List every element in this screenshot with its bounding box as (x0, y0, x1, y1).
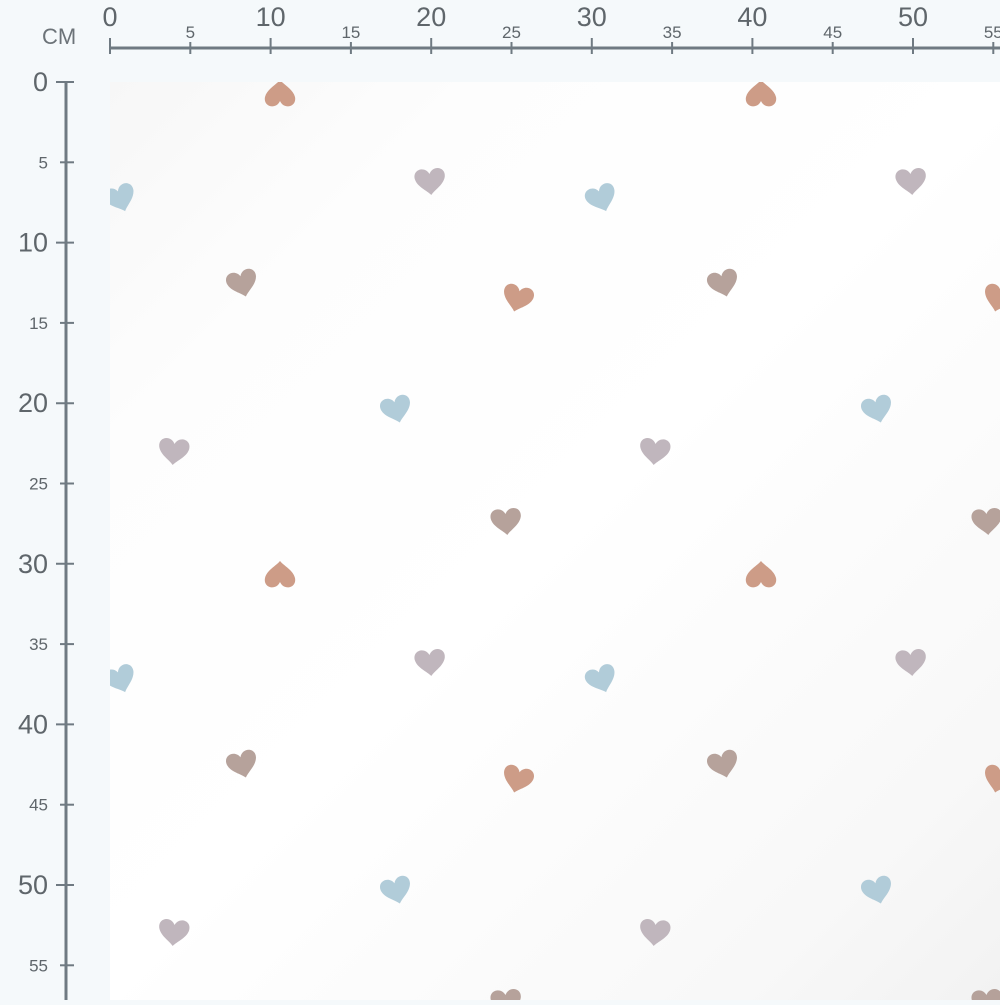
heart-icon (490, 508, 521, 535)
top-ruler-label: 45 (823, 23, 842, 42)
heart-icon (985, 283, 1000, 312)
heart-icon (861, 875, 891, 904)
heart-icon (504, 283, 534, 312)
top-ruler-label: 55 (984, 23, 1000, 42)
top-ruler-label: 10 (256, 2, 286, 32)
left-ruler-label: 30 (18, 549, 48, 579)
heart-icon (745, 561, 777, 588)
heart-icon (985, 764, 1000, 793)
left-ruler-label: 35 (29, 635, 48, 654)
left-ruler-label: 55 (29, 956, 48, 975)
heart-pattern (103, 80, 1000, 1005)
heart-icon (159, 438, 190, 465)
top-ruler-label: 15 (341, 23, 360, 42)
heart-icon (414, 168, 445, 195)
heart-icon (707, 268, 737, 297)
left-ruler-label: 20 (18, 388, 48, 418)
left-ruler-label: 25 (29, 475, 48, 494)
heart-icon (380, 394, 410, 423)
heart-icon (380, 875, 410, 904)
left-ruler-label: 15 (29, 314, 48, 333)
heart-icon (504, 764, 534, 793)
heart-icon (640, 919, 671, 946)
unit-label: CM (42, 24, 77, 49)
left-ruler-label: 45 (29, 796, 48, 815)
heart-icon (707, 749, 737, 778)
top-ruler-label: 50 (898, 2, 928, 32)
top-ruler-label: 35 (663, 23, 682, 42)
heart-icon (264, 80, 296, 107)
top-ruler-label: 20 (416, 2, 446, 32)
heart-icon (226, 749, 256, 778)
left-ruler-label: 50 (18, 870, 48, 900)
heart-icon (584, 183, 615, 212)
heart-icon (103, 183, 134, 212)
heart-icon (745, 80, 777, 107)
heart-icon (895, 168, 926, 195)
fabric-swatch (103, 80, 1000, 1005)
heart-icon (895, 649, 926, 676)
heart-icon (414, 649, 445, 676)
heart-icon (103, 664, 134, 693)
left-ruler-label: 40 (18, 709, 48, 739)
left-ruler-label: 10 (18, 228, 48, 258)
heart-icon (971, 508, 1000, 535)
heart-icon (264, 561, 296, 588)
heart-icon (159, 919, 190, 946)
top-ruler-label: 30 (577, 2, 607, 32)
top-ruler-label: 40 (737, 2, 767, 32)
top-ruler-label: 5 (186, 23, 195, 42)
top-ruler-label: 25 (502, 23, 521, 42)
left-ruler-label: 5 (39, 153, 48, 172)
left-ruler-label: 0 (33, 67, 48, 97)
heart-icon (226, 268, 256, 297)
top-ruler-label: 0 (102, 2, 117, 32)
heart-icon (640, 438, 671, 465)
heart-icon (584, 664, 615, 693)
heart-icon (861, 394, 891, 423)
